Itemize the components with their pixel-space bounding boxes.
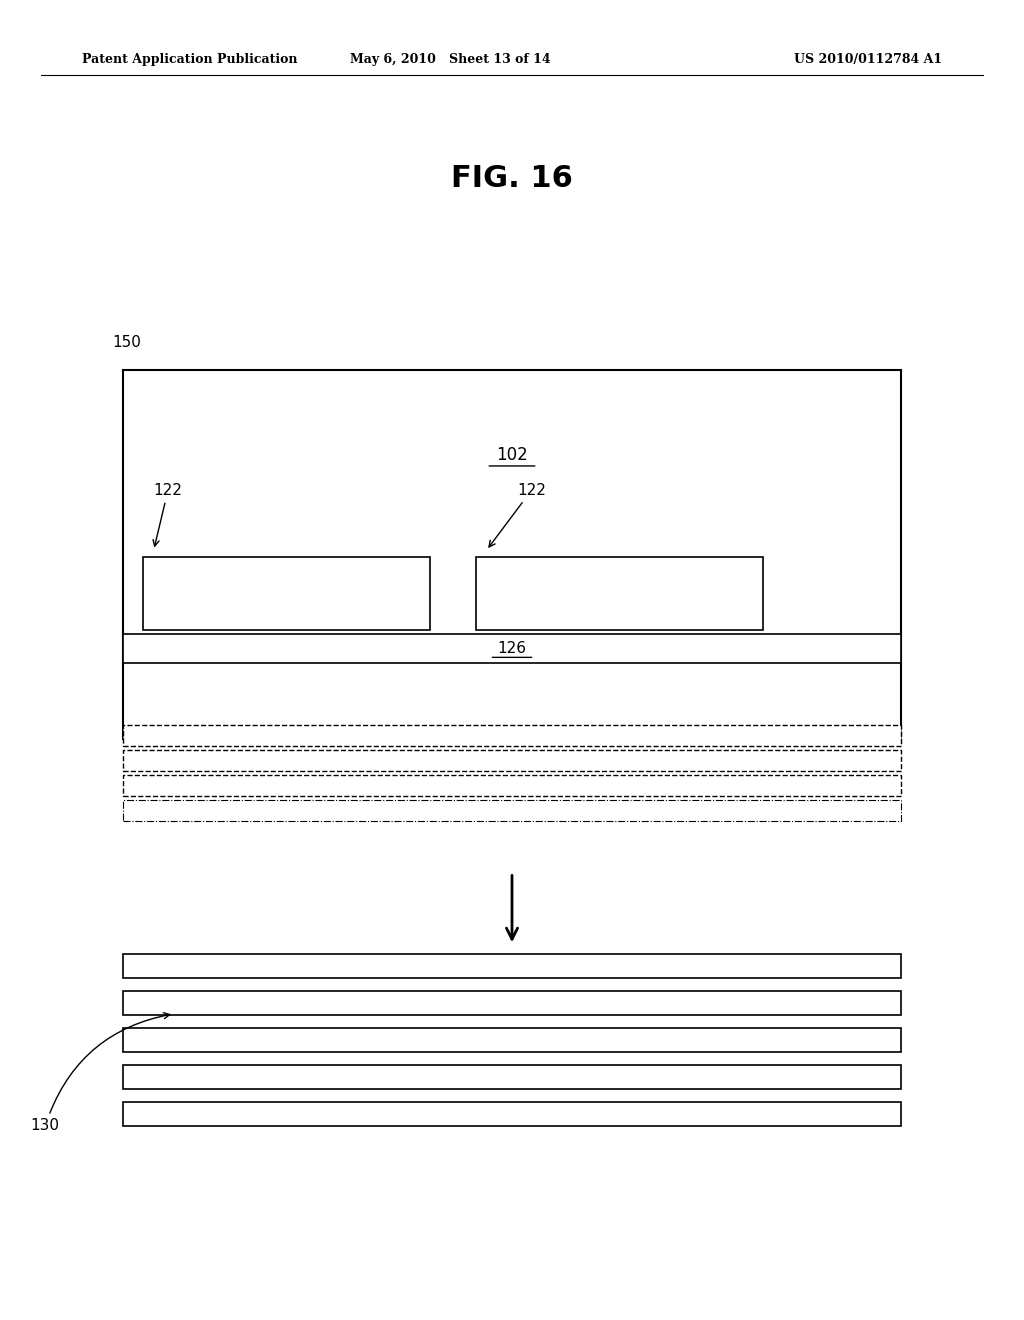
Text: 122: 122 [489,483,546,546]
FancyBboxPatch shape [123,954,901,978]
Text: 130: 130 [31,1012,170,1134]
FancyBboxPatch shape [123,634,901,663]
Text: US 2010/0112784 A1: US 2010/0112784 A1 [794,53,942,66]
FancyBboxPatch shape [123,370,901,739]
Text: Patent Application Publication: Patent Application Publication [82,53,297,66]
FancyBboxPatch shape [123,1102,901,1126]
FancyBboxPatch shape [123,725,901,746]
FancyBboxPatch shape [123,1028,901,1052]
Text: 122: 122 [153,483,182,546]
Text: 150: 150 [113,335,141,350]
Text: FIG. 16: FIG. 16 [451,164,573,193]
FancyBboxPatch shape [123,1065,901,1089]
Text: May 6, 2010   Sheet 13 of 14: May 6, 2010 Sheet 13 of 14 [350,53,551,66]
Text: 102: 102 [496,446,528,465]
Text: 126: 126 [498,640,526,656]
FancyBboxPatch shape [123,775,901,796]
FancyBboxPatch shape [476,557,763,630]
FancyBboxPatch shape [123,750,901,771]
FancyBboxPatch shape [123,991,901,1015]
FancyBboxPatch shape [143,557,430,630]
FancyBboxPatch shape [123,800,901,821]
